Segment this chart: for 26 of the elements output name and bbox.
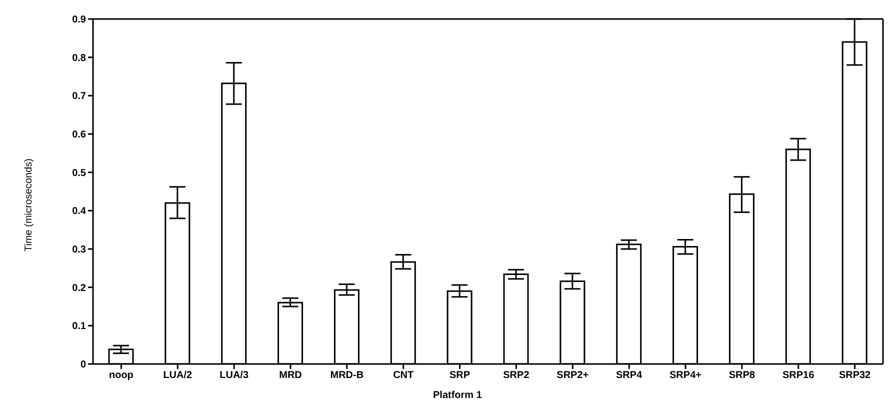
y-tick-label: 0 xyxy=(80,360,86,371)
y-tick-label: 0.6 xyxy=(72,130,86,141)
x-tick-label: noop xyxy=(108,370,134,382)
y-tick-label: 0.5 xyxy=(72,168,86,179)
x-tick-label: CNT xyxy=(393,370,414,382)
y-tick-label: 0.7 xyxy=(72,91,86,102)
x-tick-label: SRP2 xyxy=(503,370,530,382)
x-tick-label: SRP32 xyxy=(838,370,872,382)
y-tick-label: 0.9 xyxy=(72,14,86,26)
y-tick-label: 0.1 xyxy=(72,321,86,332)
y-tick-label: 0.2 xyxy=(72,282,86,294)
x-tick-label: SRP2+ xyxy=(556,370,589,382)
x-tick-label: MRD-B xyxy=(330,370,364,382)
x-tick-label: LUA/2 xyxy=(163,370,193,382)
x-tick-label: MRD xyxy=(279,370,302,382)
y-tick-label: 0.4 xyxy=(72,206,86,218)
x-tick-label: SRP4+ xyxy=(670,370,702,382)
x-tick-label: SRP16 xyxy=(782,370,815,382)
y-tick-label: 0.3 xyxy=(72,244,86,256)
x-tick-label: LUA/3 xyxy=(220,370,249,382)
y-tick-label: 0.8 xyxy=(72,52,86,64)
x-tick-label: SRP4 xyxy=(616,370,643,382)
x-tick-label: SRP8 xyxy=(728,370,756,382)
x-tick-label: SRP xyxy=(450,370,470,382)
x-axis-title: Platform 1 xyxy=(433,390,482,401)
y-axis-title: Time (microseconds) xyxy=(24,158,35,252)
